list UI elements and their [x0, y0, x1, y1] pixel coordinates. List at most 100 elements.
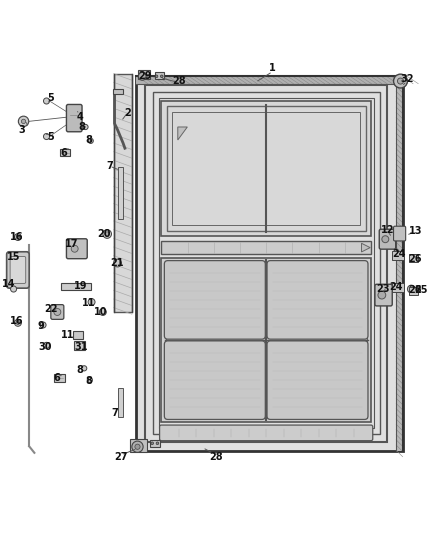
- Text: 6: 6: [60, 148, 67, 158]
- Text: 11: 11: [61, 330, 75, 340]
- Text: 19: 19: [74, 281, 88, 291]
- Circle shape: [54, 309, 61, 316]
- Circle shape: [378, 291, 386, 299]
- FancyBboxPatch shape: [379, 229, 396, 249]
- Circle shape: [11, 286, 17, 292]
- Bar: [153, 92, 380, 434]
- Bar: [392, 283, 404, 292]
- FancyBboxPatch shape: [51, 305, 64, 319]
- Text: 9: 9: [38, 321, 44, 332]
- Circle shape: [43, 98, 49, 104]
- FancyBboxPatch shape: [159, 425, 373, 441]
- Bar: [138, 70, 151, 79]
- Bar: [172, 112, 360, 225]
- Text: 8: 8: [77, 366, 83, 375]
- Circle shape: [135, 444, 140, 449]
- Circle shape: [21, 119, 26, 124]
- FancyBboxPatch shape: [164, 261, 265, 339]
- Text: 7: 7: [106, 161, 113, 171]
- Bar: [161, 101, 371, 236]
- Bar: [396, 76, 403, 450]
- Circle shape: [16, 235, 20, 239]
- FancyBboxPatch shape: [67, 239, 87, 259]
- Text: 13: 13: [409, 226, 422, 236]
- Bar: [73, 330, 83, 340]
- FancyBboxPatch shape: [267, 261, 368, 339]
- Polygon shape: [178, 127, 187, 140]
- Bar: [130, 439, 147, 452]
- Circle shape: [14, 233, 21, 240]
- Text: 3: 3: [18, 125, 25, 135]
- Text: 6: 6: [53, 373, 60, 383]
- Text: 16: 16: [11, 316, 24, 326]
- FancyBboxPatch shape: [7, 252, 29, 288]
- Text: 4: 4: [77, 112, 83, 122]
- Circle shape: [83, 124, 88, 130]
- Text: 14: 14: [2, 279, 15, 289]
- Text: 28: 28: [173, 76, 186, 86]
- Circle shape: [43, 342, 49, 349]
- Bar: [114, 74, 132, 312]
- Text: 11: 11: [82, 298, 95, 308]
- FancyBboxPatch shape: [67, 104, 82, 132]
- Circle shape: [132, 441, 143, 453]
- FancyBboxPatch shape: [10, 256, 26, 284]
- Bar: [151, 440, 160, 447]
- Text: 29: 29: [138, 71, 152, 81]
- Text: 15: 15: [7, 252, 20, 262]
- Bar: [74, 341, 85, 350]
- Text: 31: 31: [74, 342, 88, 352]
- Text: 12: 12: [381, 225, 394, 235]
- Circle shape: [14, 319, 21, 326]
- Text: 5: 5: [47, 132, 54, 142]
- Circle shape: [16, 321, 20, 325]
- Circle shape: [88, 298, 95, 305]
- Text: 5: 5: [47, 93, 54, 102]
- Circle shape: [99, 309, 106, 316]
- Bar: [409, 287, 418, 295]
- Bar: [117, 388, 123, 417]
- Circle shape: [146, 75, 150, 78]
- Circle shape: [382, 236, 389, 243]
- Circle shape: [103, 230, 112, 238]
- Bar: [61, 283, 91, 290]
- Text: 8: 8: [85, 376, 92, 386]
- Bar: [159, 99, 374, 428]
- Bar: [60, 149, 71, 157]
- Circle shape: [105, 232, 110, 236]
- Circle shape: [43, 133, 49, 140]
- Circle shape: [40, 322, 46, 328]
- Bar: [136, 76, 403, 84]
- Bar: [392, 252, 404, 260]
- Text: 26: 26: [408, 285, 421, 295]
- Bar: [409, 254, 418, 262]
- Text: 24: 24: [392, 249, 406, 260]
- Bar: [161, 241, 371, 254]
- Circle shape: [138, 72, 146, 80]
- Circle shape: [81, 366, 87, 371]
- Text: 26: 26: [408, 254, 421, 264]
- Circle shape: [18, 116, 29, 126]
- Text: 22: 22: [44, 304, 57, 314]
- Bar: [113, 89, 123, 94]
- Text: 8: 8: [78, 122, 85, 132]
- Text: 25: 25: [414, 285, 427, 295]
- Circle shape: [87, 377, 92, 383]
- Text: 20: 20: [97, 229, 110, 239]
- Polygon shape: [361, 243, 370, 252]
- Text: 17: 17: [64, 239, 78, 249]
- Circle shape: [151, 442, 154, 445]
- Text: 16: 16: [11, 232, 24, 242]
- Text: 27: 27: [114, 452, 128, 462]
- Text: 1: 1: [269, 63, 276, 73]
- Bar: [117, 167, 123, 219]
- Circle shape: [88, 138, 93, 143]
- Text: 30: 30: [39, 342, 52, 352]
- Circle shape: [160, 75, 163, 78]
- Text: 23: 23: [376, 284, 390, 294]
- FancyBboxPatch shape: [267, 341, 368, 419]
- Bar: [166, 106, 366, 231]
- Text: 21: 21: [110, 258, 124, 268]
- Circle shape: [156, 442, 159, 445]
- Text: 10: 10: [93, 307, 107, 317]
